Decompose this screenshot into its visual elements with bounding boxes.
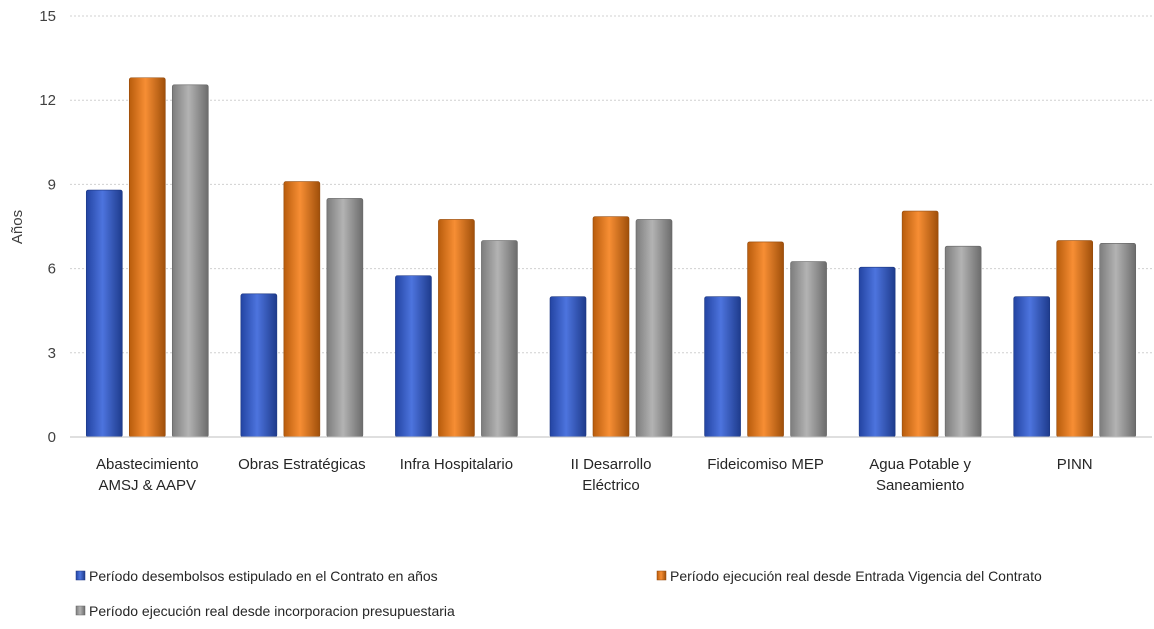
legend-swatch xyxy=(75,605,86,616)
legend-item[interactable]: Período desembolsos estipulado en el Con… xyxy=(75,568,438,584)
bar-series-1-cat-6[interactable] xyxy=(858,266,896,438)
x-category-label: Obras Estratégicas xyxy=(238,456,366,473)
bar-series-1-cat-3[interactable] xyxy=(395,275,432,438)
y-tick-label: 12 xyxy=(39,92,56,109)
legend-label: Período ejecución real desde incorporaci… xyxy=(89,603,455,619)
bar-series-3-cat-1[interactable] xyxy=(171,84,209,438)
bar-series-2-cat-1[interactable] xyxy=(128,77,166,438)
bar-series-1-cat-2[interactable] xyxy=(240,293,278,438)
x-category-label: PINN xyxy=(1057,456,1093,473)
bar-series-3-cat-3[interactable] xyxy=(481,240,518,438)
bar-series-3-cat-6[interactable] xyxy=(944,245,982,438)
legend-label: Período desembolsos estipulado en el Con… xyxy=(89,568,438,584)
bar-series-1-cat-1[interactable] xyxy=(85,189,123,438)
x-axis-categories: Abastecimiento AMSJ & AAPV Obras Estratégi… xyxy=(96,456,1093,494)
y-tick-label: 6 xyxy=(48,261,56,278)
y-tick-label: 15 xyxy=(39,8,56,25)
bar-series-3-cat-7[interactable] xyxy=(1099,243,1137,438)
bar-series-3-cat-5[interactable] xyxy=(790,261,827,438)
bar-series-2-cat-6[interactable] xyxy=(901,210,939,438)
x-category-label: Agua Potable y Saneamiento xyxy=(869,456,971,494)
bar-series-3-cat-4[interactable] xyxy=(635,219,673,438)
bar-series-2-cat-3[interactable] xyxy=(438,219,475,438)
x-category-label: Infra Hospitalario xyxy=(400,456,513,473)
x-category-label: Abastecimiento AMSJ & AAPV xyxy=(96,456,199,494)
legend-swatch xyxy=(75,570,86,581)
legend-label: Período ejecución real desde Entrada Vig… xyxy=(670,568,1042,584)
y-tick-label: 3 xyxy=(48,345,56,362)
legend-swatch xyxy=(656,570,667,581)
bar-series-1-cat-4[interactable] xyxy=(549,296,587,438)
legend: Período desembolsos estipulado en el Con… xyxy=(75,568,1042,619)
bar-series-2-cat-7[interactable] xyxy=(1056,240,1094,438)
bar-series-2-cat-5[interactable] xyxy=(747,241,784,438)
y-tick-label: 0 xyxy=(48,429,56,446)
y-tick-label: 9 xyxy=(48,176,56,193)
legend-item[interactable]: Período ejecución real desde incorporaci… xyxy=(75,603,455,619)
y-axis-ticks: 0 3 6 9 12 15 xyxy=(39,8,56,446)
y-axis-title: Años xyxy=(9,210,26,244)
x-category-label: II Desarrollo Eléctrico xyxy=(571,456,652,494)
legend-item[interactable]: Período ejecución real desde Entrada Vig… xyxy=(656,568,1042,584)
bars xyxy=(85,77,1137,438)
bar-series-3-cat-2[interactable] xyxy=(326,198,364,438)
x-category-label: Fideicomiso MEP xyxy=(707,456,824,473)
bar-series-2-cat-2[interactable] xyxy=(283,181,321,438)
bar-series-1-cat-7[interactable] xyxy=(1013,296,1051,438)
bar-series-2-cat-4[interactable] xyxy=(592,216,630,438)
bar-series-1-cat-5[interactable] xyxy=(704,296,741,438)
